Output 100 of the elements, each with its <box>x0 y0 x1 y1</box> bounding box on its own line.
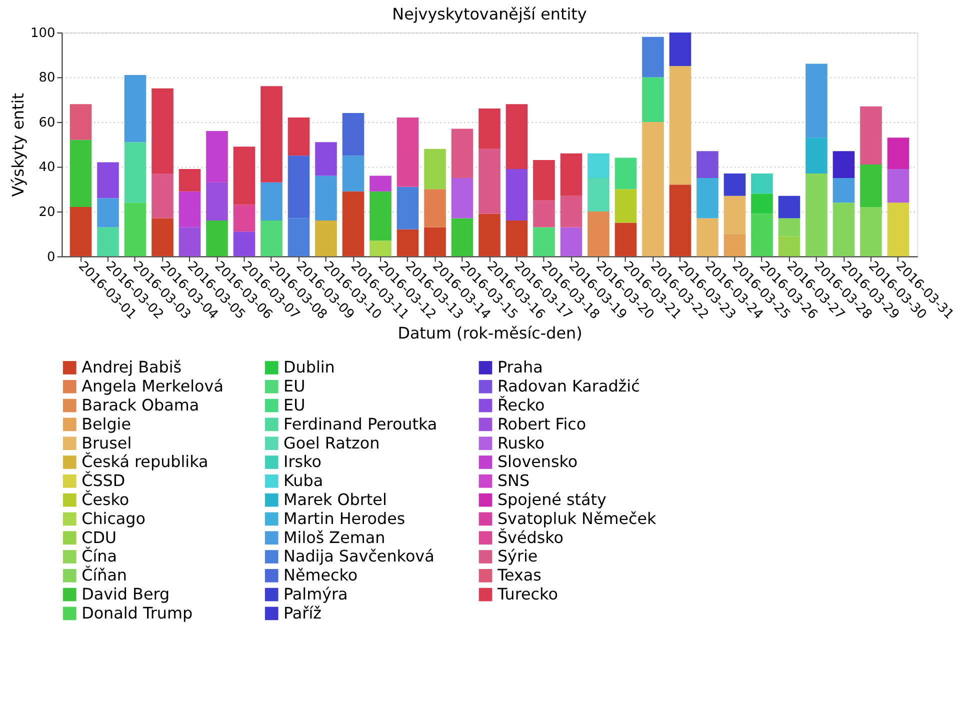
bar <box>424 227 446 256</box>
bar <box>70 104 92 140</box>
legend-label: Kuba <box>284 471 324 490</box>
legend-label: Irsko <box>284 452 322 472</box>
bar <box>178 191 201 228</box>
bar <box>669 32 692 66</box>
bar <box>751 173 773 194</box>
bar <box>506 104 528 169</box>
bar <box>560 196 582 228</box>
bar <box>288 118 310 156</box>
bar <box>152 218 174 256</box>
legend-label: EU <box>284 376 306 396</box>
bar <box>478 108 500 149</box>
bar <box>696 218 718 256</box>
bar <box>124 142 146 203</box>
bar <box>178 168 201 192</box>
bar <box>451 128 474 178</box>
legend-label: Andrej Babiš <box>82 358 182 377</box>
legend-label: Robert Fico <box>497 414 586 434</box>
bar <box>560 153 582 196</box>
bar <box>288 218 310 256</box>
bar <box>260 86 282 182</box>
bar <box>887 202 910 256</box>
legend-label: Rusko <box>497 433 545 452</box>
bar <box>152 88 174 174</box>
bar <box>342 156 364 192</box>
bar <box>642 122 664 256</box>
bar <box>832 202 855 256</box>
legend-label: Švédsko <box>497 528 564 547</box>
bar <box>370 176 392 192</box>
legend-label: Radovan Karadžić <box>497 376 640 396</box>
bar <box>396 186 419 230</box>
bar <box>152 173 174 218</box>
bar <box>370 191 392 241</box>
y-axis-title: Výskyty entit <box>8 93 28 197</box>
y-tick-label: 60 <box>38 115 56 130</box>
y-tick-label: 20 <box>38 205 56 220</box>
bar <box>315 142 337 176</box>
legend-label: Turecko <box>496 584 558 604</box>
bar <box>315 220 337 256</box>
bar <box>614 222 637 256</box>
bar <box>178 227 201 256</box>
bar <box>724 173 746 196</box>
bar <box>887 168 910 203</box>
legend-label: Dublin <box>284 358 335 377</box>
bar <box>669 66 692 185</box>
bar <box>806 173 828 256</box>
bar <box>533 160 555 200</box>
bar <box>315 176 337 220</box>
legend-label: Česká republika <box>82 452 208 472</box>
bar <box>70 207 92 256</box>
legend-label: Belgie <box>82 414 132 434</box>
bar <box>806 138 828 174</box>
legend-label: SNS <box>497 471 530 490</box>
legend-label: Paříž <box>284 603 322 622</box>
legend-label: Svatopluk Němeček <box>497 508 658 528</box>
bar <box>124 202 146 256</box>
bar <box>288 156 310 218</box>
legend-label: Barack Obama <box>82 396 200 415</box>
legend-label: EU <box>284 396 306 415</box>
legend-label: Martin Herodes <box>284 508 406 528</box>
x-axis-title: Datum (rok-měsíc-den) <box>398 324 582 343</box>
bar <box>506 220 528 256</box>
legend-label: Spojené státy <box>497 490 606 510</box>
y-tick-label: 40 <box>38 160 56 176</box>
legend-label: Česko <box>82 490 130 510</box>
legend-label: Číňan <box>82 566 128 585</box>
bar <box>342 113 364 156</box>
bar <box>206 130 228 182</box>
y-tick-label: 80 <box>38 70 56 86</box>
bar <box>233 232 256 256</box>
bar <box>832 178 855 203</box>
bar <box>642 77 664 122</box>
chart-title: Nejvyskytovanější entity <box>392 4 587 24</box>
bar <box>588 153 610 178</box>
bar <box>478 148 500 214</box>
bar <box>832 151 855 178</box>
bar <box>342 191 364 256</box>
bar <box>806 64 828 138</box>
bar <box>696 178 718 218</box>
y-tick-label: 0 <box>46 250 56 265</box>
bar <box>233 204 256 232</box>
bar <box>696 151 718 178</box>
bar <box>206 182 228 220</box>
legend-label: Řecko <box>497 396 545 415</box>
bar <box>451 178 474 218</box>
bar <box>588 178 610 212</box>
bar <box>751 214 773 256</box>
legend-label: Čína <box>82 546 117 566</box>
legend-label: Angela Merkelová <box>82 376 224 396</box>
bar <box>614 189 637 223</box>
bar <box>97 227 119 256</box>
legend-label: Nadija Savčenková <box>284 546 434 566</box>
bar <box>260 220 282 256</box>
bar <box>124 74 146 142</box>
bar <box>887 138 910 169</box>
legend-label: Ferdinand Peroutka <box>284 414 438 434</box>
legend-label: Donald Trump <box>82 603 193 622</box>
bar <box>396 118 419 187</box>
bar <box>233 146 256 205</box>
